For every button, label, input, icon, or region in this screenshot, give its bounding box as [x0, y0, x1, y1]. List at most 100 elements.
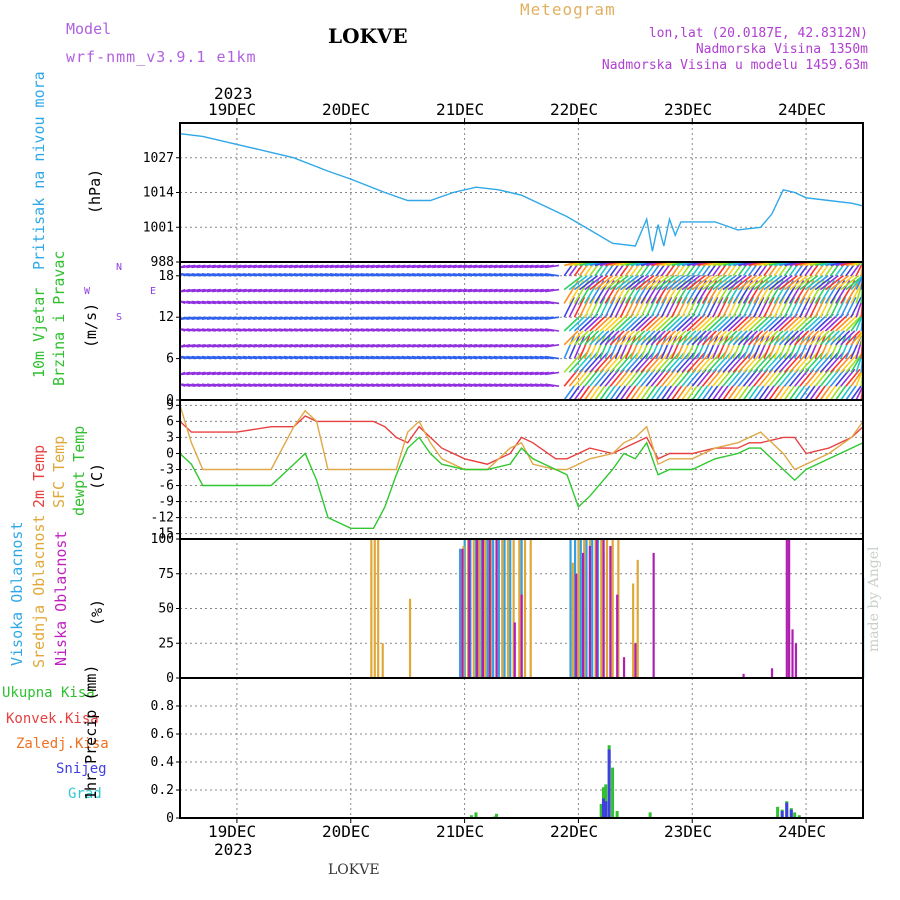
- cloud-ylabel-3: 75: [158, 567, 174, 582]
- lonlat-label: lon,lat (20.0187E, 42.8312N): [648, 26, 868, 41]
- cloud-bar-1-15: [518, 539, 521, 678]
- cloud-bar-2-13: [609, 545, 612, 678]
- precip-frame: [179, 677, 864, 819]
- wind-ylabel-3: 18: [158, 269, 174, 284]
- precip-conv-label: Konvek.Kisa: [6, 711, 99, 727]
- cloud-bar-2-12: [602, 539, 605, 678]
- meteogram-title: Meteogram: [520, 0, 616, 19]
- day-bottom-1: 20DEC: [322, 822, 371, 841]
- day-bottom-2: 21DEC: [436, 822, 485, 841]
- cloud-bar-1-22: [594, 539, 597, 678]
- cloud-bar-2-19: [770, 668, 774, 678]
- cloud-bar-1-13: [506, 539, 510, 678]
- cloud-bar-1-23: [600, 539, 603, 678]
- day-top-0: 19DEC: [208, 100, 257, 119]
- cloud-bar-2-0: [461, 548, 464, 678]
- cloud-bar-2-8: [575, 573, 578, 678]
- cloud-bar-1-24: [605, 539, 609, 678]
- cloud-bar-1-3: [381, 643, 384, 678]
- cloud-bar-2-14: [616, 594, 619, 678]
- temp-series-2: [179, 436, 864, 529]
- cloud-bar-1-18: [571, 562, 574, 678]
- wind-ylabel-2: 12: [158, 310, 174, 325]
- station-title: LOKVE: [328, 24, 408, 48]
- cloud-bar-2-1: [468, 539, 471, 678]
- cloud-bar-2-2: [476, 539, 479, 678]
- cloud-bar-2-20: [785, 539, 788, 678]
- precip-bar-1-4: [785, 802, 789, 818]
- cloud-bar-1-4: [408, 598, 412, 678]
- day-top-4: 23DEC: [664, 100, 713, 119]
- pressure-ylabel-3: 1027: [143, 151, 174, 166]
- precip-bar-0-0: [469, 815, 473, 818]
- cloud-ylabel-1: 25: [158, 636, 174, 651]
- cloud-bar-1-12: [501, 539, 504, 678]
- cloud-bar-1-1: [373, 539, 376, 678]
- cloud-bar-0-11: [569, 539, 572, 678]
- cloud-bar-2-9: [581, 552, 585, 678]
- cloud-bar-1-2: [377, 539, 380, 678]
- precip-total-label: Ukupna Kisa: [2, 685, 95, 701]
- cloud-bar-1-25: [611, 539, 614, 678]
- cloud-bar-0-8: [503, 539, 506, 678]
- cloud-bar-2-10: [588, 545, 591, 678]
- wind-ylabel-1: 6: [166, 352, 174, 367]
- precip-bar-0-3: [494, 813, 498, 818]
- compass-s: S: [116, 312, 123, 323]
- temp-ylabel-8: 9: [166, 398, 174, 413]
- precip-bar-0-1: [474, 812, 478, 818]
- cloud-bar-1-8: [478, 539, 481, 678]
- precip-ylabel-2: 0.4: [151, 755, 175, 770]
- pressure-ylabel-2: 1014: [143, 186, 174, 201]
- cloud-ylabel-2: 50: [158, 602, 174, 617]
- cloud-bar-1-5: [462, 545, 465, 678]
- cloud-bar-0-0: [459, 548, 462, 678]
- cloud-bar-1-16: [523, 539, 527, 678]
- model-name: wrf-nmm_v3.9.1 e1km: [66, 48, 257, 66]
- cloud-bar-2-15: [622, 657, 626, 678]
- compass-e: E: [150, 286, 157, 297]
- compass-n: N: [116, 262, 123, 273]
- cloud-bar-0-3: [474, 539, 478, 678]
- temp-series-0: [179, 415, 864, 465]
- cloud-bar-0-6: [492, 539, 495, 678]
- cloud-bar-2-4: [488, 539, 491, 678]
- precip-bar-1-0: [601, 798, 605, 818]
- pressure-ylabel-1: 1001: [143, 220, 174, 235]
- cloud-bar-0-2: [469, 539, 472, 678]
- cloud-bar-0-14: [585, 539, 588, 678]
- day-bottom-3: 22DEC: [550, 822, 599, 841]
- day-top-5: 24DEC: [778, 100, 827, 119]
- temp-ylabel-6: 3: [166, 430, 174, 445]
- cloud-bar-0-15: [591, 539, 594, 678]
- precip-bar-0-11: [776, 806, 780, 818]
- precip-snow-label: Snijeg: [56, 761, 107, 777]
- cloud-bar-2-6: [513, 622, 516, 678]
- precip-bar-0-10: [648, 812, 652, 818]
- cloud-bar-2-7: [520, 594, 523, 678]
- compass-w: W: [84, 286, 91, 297]
- cloud-bar-1-26: [617, 539, 620, 678]
- day-top-1: 20DEC: [322, 100, 371, 119]
- precip-ylabel-4: 0.8: [151, 699, 174, 714]
- cloud-bar-2-17: [652, 552, 655, 678]
- cloud-bar-1-28: [636, 559, 639, 678]
- temp-ylabel-0: -15: [151, 527, 174, 542]
- temp-ylabel-1: -12: [151, 511, 174, 526]
- cloud-bar-1-0: [370, 539, 373, 678]
- temp-ylabel-4: -3: [158, 463, 174, 478]
- cloud-bar-1-19: [577, 539, 580, 678]
- cloud-bar-2-23: [794, 643, 798, 678]
- day-top-2: 21DEC: [436, 100, 485, 119]
- cloud-bar-1-6: [466, 539, 470, 678]
- cloud-ylabel-4: 100: [151, 532, 174, 547]
- cloud-bar-2-22: [791, 629, 794, 678]
- day-bottom-5: 24DEC: [778, 822, 827, 841]
- footer-station: LOKVE: [328, 862, 380, 878]
- cloud-ylabel-0: 0: [166, 671, 174, 686]
- cloud-bar-2-5: [495, 539, 498, 678]
- cloud-bar-1-9: [484, 539, 487, 678]
- cloud-bar-2-11: [595, 539, 598, 678]
- temp-series-1: [179, 405, 864, 471]
